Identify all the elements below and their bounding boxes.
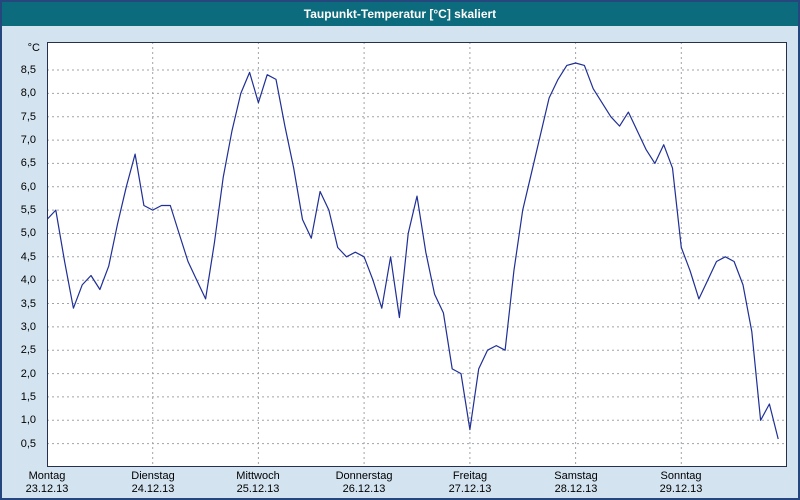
x-day-name: Samstag xyxy=(554,470,598,482)
y-tick-label: 1,5 xyxy=(20,391,36,403)
y-tick-label: 2,0 xyxy=(20,368,36,380)
chart-title: Taupunkt-Temperatur [°C] skaliert xyxy=(303,7,497,21)
y-tick-label: 2,5 xyxy=(20,344,36,356)
x-day-name: Donnerstag xyxy=(335,470,393,482)
y-tick-label: 6,0 xyxy=(20,181,36,193)
x-day-name: Freitag xyxy=(452,470,488,482)
y-tick-label: 4,5 xyxy=(20,251,36,263)
y-tick-label: 6,5 xyxy=(20,157,36,169)
dewpoint-series-line xyxy=(47,62,779,440)
y-tick-label: 8,5 xyxy=(20,64,36,76)
y-tick-label: 3,0 xyxy=(20,321,36,333)
x-day-label: Mittwoch 25.12.13 xyxy=(208,470,308,496)
x-day-date: 26.12.13 xyxy=(342,483,386,495)
x-day-date: 27.12.13 xyxy=(448,483,492,495)
y-tick-label: 4,0 xyxy=(20,274,36,286)
y-tick-label: 7,5 xyxy=(20,111,36,123)
x-day-name: Dienstag xyxy=(131,470,175,482)
x-day-date: 23.12.13 xyxy=(25,483,69,495)
y-tick-label: 5,5 xyxy=(20,204,36,216)
x-day-label: Montag 23.12.13 xyxy=(2,470,97,496)
title-bar: Taupunkt-Temperatur [°C] skaliert xyxy=(2,2,798,26)
x-day-date: 29.12.13 xyxy=(659,483,703,495)
x-axis-labels: Montag 23.12.13 Dienstag 24.12.13 Mittwoch 25… xyxy=(26,470,787,498)
y-tick-label: 8,0 xyxy=(20,87,36,99)
x-day-name: Sonntag xyxy=(660,470,702,482)
y-axis-unit-label: °C xyxy=(27,42,40,54)
x-day-name: Montag xyxy=(28,470,66,482)
x-day-label: Dienstag 24.12.13 xyxy=(103,470,203,496)
x-day-label: Freitag 27.12.13 xyxy=(420,470,520,496)
x-day-label: Donnerstag 26.12.13 xyxy=(314,470,414,496)
y-tick-label: 1,0 xyxy=(20,414,36,426)
y-tick-label: 0,5 xyxy=(20,438,36,450)
y-tick-label: 3,5 xyxy=(20,298,36,310)
x-day-date: 25.12.13 xyxy=(236,483,280,495)
y-tick-label: 7,0 xyxy=(20,134,36,146)
x-day-label: Samstag 28.12.13 xyxy=(526,470,626,496)
x-day-date: 28.12.13 xyxy=(554,483,598,495)
y-tick-label: 5,0 xyxy=(20,227,36,239)
x-day-date: 24.12.13 xyxy=(131,483,175,495)
x-day-name: Mittwoch xyxy=(236,470,280,482)
y-axis-labels: 8,5 8,0 7,5 7,0 6,5 6,0 5,5 5,0 4,5 4,0 3,5 3,0 2,5 2… xyxy=(2,42,42,467)
x-day-label: Sonntag 29.12.13 xyxy=(631,470,731,496)
plot-svg xyxy=(47,42,787,467)
